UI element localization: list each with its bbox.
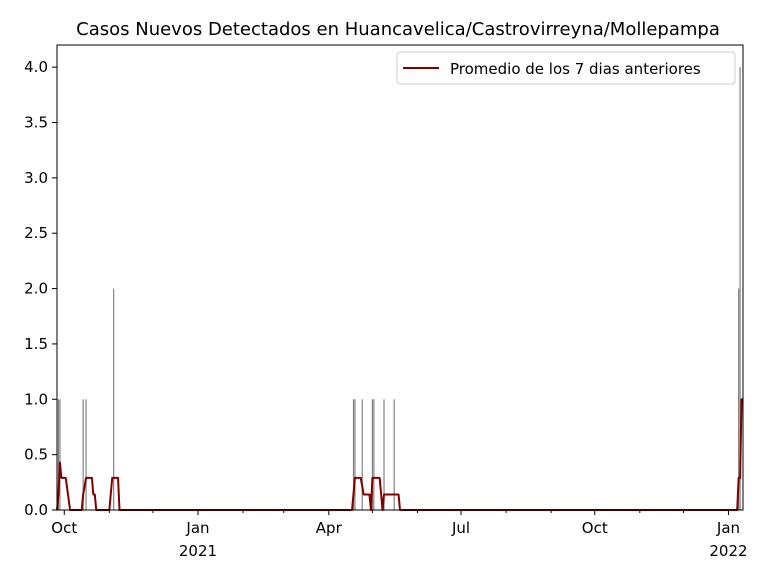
x-tick-year-label: 2021: [179, 542, 217, 560]
bar: [373, 399, 375, 510]
y-tick-label: 0.0: [24, 501, 48, 519]
y-tick-label: 3.5: [24, 114, 48, 132]
y-tick-label: 4.0: [24, 58, 48, 76]
bar: [383, 399, 385, 510]
y-axis: 0.0 0.5 1.0 1.5 2.0 2.5 3.0 3.5 4.0: [24, 58, 57, 519]
x-tick-label: Jan: [185, 519, 209, 537]
plot-frame: [56, 44, 744, 511]
bars-layer: [57, 67, 741, 511]
x-tick-label: Apr: [316, 519, 343, 537]
bar: [738, 288, 740, 510]
bar: [371, 399, 373, 510]
bar: [82, 399, 84, 510]
x-tick-label: Oct: [51, 519, 77, 537]
series-line-7-day-average: [56, 398, 743, 511]
line-layer: [56, 398, 743, 511]
y-tick-label: 1.0: [24, 390, 48, 408]
y-tick-label: 0.5: [24, 446, 48, 464]
y-tick-label: 2.5: [24, 224, 48, 242]
y-tick-label: 2.0: [24, 280, 48, 298]
bar: [739, 67, 741, 511]
bar: [85, 399, 87, 510]
legend-label: Promedio de los 7 dias anteriores: [450, 60, 701, 78]
bar: [361, 399, 363, 510]
bar: [59, 399, 61, 510]
x-tick-label: Jul: [451, 519, 470, 537]
bar: [393, 399, 395, 510]
x-tick-year-label: 2022: [709, 542, 747, 560]
bar: [57, 399, 60, 510]
legend: Promedio de los 7 dias anteriores: [396, 51, 736, 85]
bar: [352, 399, 355, 510]
x-tick-label: Jan: [716, 519, 740, 537]
bar: [354, 399, 356, 510]
chart-title: Casos Nuevos Detectados en Huancavelica/…: [76, 19, 720, 40]
legend-box: [396, 51, 736, 85]
y-tick-label: 1.5: [24, 335, 48, 353]
x-axis: Oct Jan 2021 Apr Jul Oct Jan 2022: [51, 510, 748, 560]
x-tick-label: Oct: [582, 519, 608, 537]
y-tick-label: 3.0: [24, 169, 48, 187]
bar: [113, 288, 115, 510]
